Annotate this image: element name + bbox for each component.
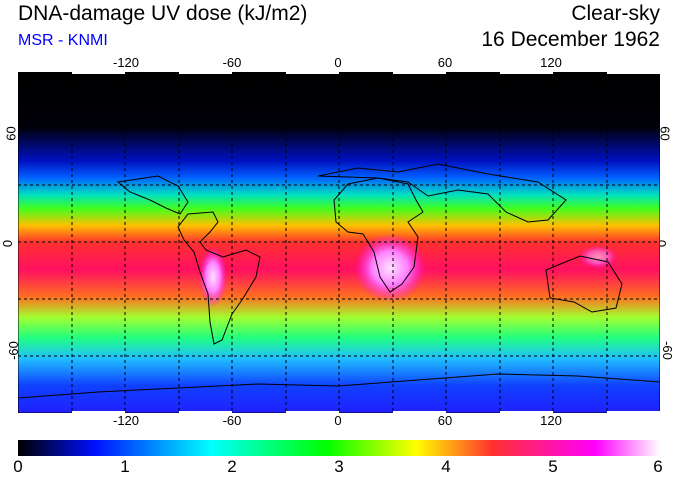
lon-label-top-e120: 120 [540, 55, 562, 70]
colorbar-tick-1: 1 [120, 457, 130, 476]
lon-label-top-e60: 60 [437, 55, 453, 70]
lon-label-bottom-e120: 120 [540, 413, 562, 428]
lon-label-top-0: 0 [334, 55, 342, 70]
colorbar-tick-0: 0 [13, 457, 23, 476]
colorbar-tick-5: 5 [548, 457, 558, 476]
andes-hotspot [199, 247, 227, 307]
lat-label-right-s60: -60 [659, 341, 675, 360]
date-label: 16 December 1962 [481, 28, 660, 51]
map-frame [18, 72, 660, 413]
north-america-coast [116, 175, 189, 215]
colorbar [18, 440, 660, 456]
colorbar-tick-3: 3 [334, 457, 344, 476]
lon-label-bottom-e60: 60 [437, 413, 453, 428]
graticule [18, 72, 660, 413]
colorbar-tick-2: 2 [227, 457, 237, 476]
sky-condition-label: Clear-sky [571, 2, 660, 25]
lon-label-top-w120: -120 [112, 55, 140, 70]
lat-label-left-n60: 60 [3, 126, 19, 141]
lon-label-bottom-w120: -120 [112, 413, 140, 428]
lon-label-top-w60: -60 [222, 55, 242, 70]
map-title: DNA-damage UV dose (kJ/m2) [18, 2, 308, 25]
uv-dose-map [18, 72, 660, 413]
africa-hotspot [354, 234, 426, 302]
eurasia-coast [317, 163, 567, 223]
africa-coast [333, 177, 424, 293]
colorbar-tick-4: 4 [441, 457, 451, 476]
lon-label-bottom-0: 0 [334, 413, 342, 428]
south-america-coast [177, 211, 261, 345]
australia-hotspot [578, 245, 618, 269]
source-label: MSR - KNMI [18, 32, 108, 49]
lat-label-left-0: 0 [0, 239, 16, 248]
colorbar-tick-6: 6 [653, 457, 663, 476]
lon-label-bottom-w60: -60 [222, 413, 242, 428]
colorbar-gradient [18, 440, 660, 456]
